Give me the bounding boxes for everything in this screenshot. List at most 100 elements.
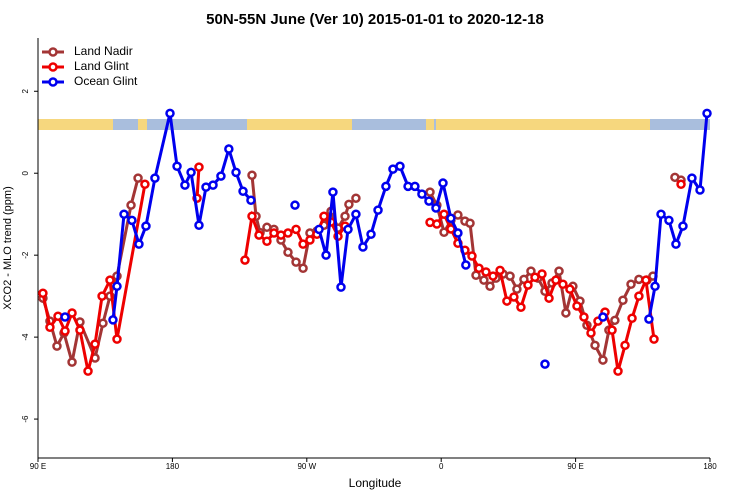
data-point: [246, 195, 256, 206]
data-point: [649, 334, 659, 344]
x-tick-label: 180: [166, 462, 180, 471]
data-point: [247, 211, 257, 221]
data-point: [38, 288, 48, 299]
data-point: [607, 325, 617, 335]
data-point: [126, 200, 136, 210]
data-point: [598, 355, 608, 365]
data-point: [75, 325, 85, 335]
data-point: [634, 291, 644, 301]
series-line: [195, 166, 201, 199]
data-point: [410, 181, 420, 192]
x-tick-label: 90 E: [30, 462, 46, 471]
data-point: [321, 250, 331, 260]
data-point: [509, 292, 519, 302]
data-point: [240, 255, 250, 265]
data-point: [254, 230, 264, 240]
data-point: [641, 275, 651, 285]
data-point: [186, 167, 196, 178]
data-point: [626, 279, 636, 290]
y-axis-label: XCO2 - MLO trend (ppm): [2, 186, 14, 309]
data-point: [216, 171, 226, 181]
data-point: [465, 218, 475, 228]
data-point: [453, 228, 463, 238]
data-point: [439, 209, 449, 219]
data-point: [425, 187, 435, 197]
data-point: [165, 108, 175, 119]
data-point: [314, 224, 324, 235]
series: [38, 162, 686, 376]
data-point: [644, 314, 654, 324]
data-point: [381, 181, 391, 192]
data-point: [551, 275, 561, 285]
data-point: [474, 263, 484, 274]
land-band: [38, 119, 113, 130]
data-point: [610, 315, 620, 326]
data-point: [702, 108, 712, 119]
data-point: [351, 209, 361, 219]
data-point: [194, 162, 204, 172]
data-point: [298, 263, 308, 274]
data-point: [60, 312, 70, 322]
data-point: [485, 281, 495, 292]
series-line: [41, 177, 140, 363]
x-tick-label: 90 E: [567, 462, 583, 471]
data-point: [105, 275, 115, 285]
data-point: [262, 236, 272, 246]
data-point: [133, 173, 143, 183]
data-point: [194, 220, 204, 231]
data-point: [298, 239, 308, 249]
data-point: [558, 279, 568, 290]
data-point: [319, 211, 329, 221]
data-point: [67, 357, 77, 367]
data-point: [366, 229, 376, 240]
data-point: [290, 200, 300, 210]
y-tick-label: 0: [21, 170, 30, 175]
land-band: [138, 119, 147, 130]
data-point: [590, 340, 600, 351]
legend-label: Ocean Glint: [74, 74, 138, 88]
data-point: [283, 247, 293, 258]
data-point: [664, 215, 674, 226]
x-tick-label: 180: [703, 462, 717, 471]
data-point: [544, 293, 554, 303]
data-point: [467, 251, 477, 261]
data-point: [98, 318, 108, 328]
data-point: [512, 284, 522, 294]
data-point: [328, 187, 338, 197]
y-tick-label: -4: [21, 333, 30, 341]
land-band: [436, 119, 650, 130]
data-point: [530, 272, 540, 283]
y-tick-label: -2: [21, 251, 30, 259]
series-line: [250, 175, 357, 272]
data-point: [561, 308, 571, 318]
data-point: [650, 281, 660, 292]
data-point: [495, 265, 505, 276]
data-point: [516, 302, 526, 312]
data-point: [67, 308, 77, 318]
data-point: [119, 209, 129, 219]
data-point: [134, 239, 144, 249]
data-point: [336, 282, 346, 292]
land-ocean-strip: [38, 119, 710, 130]
data-point: [424, 196, 434, 206]
data-point: [358, 242, 368, 252]
data-point: [52, 341, 62, 351]
data-point: [395, 161, 405, 172]
data-point: [231, 167, 241, 178]
data-point: [112, 334, 122, 344]
data-point: [461, 260, 471, 270]
data-point: [502, 296, 512, 306]
series: [38, 170, 686, 367]
x-tick-label: 90 W: [297, 462, 316, 471]
legend-label: Land Nadir: [74, 44, 133, 58]
data-point: [620, 340, 630, 351]
legend-label: Land Glint: [74, 59, 129, 73]
data-point: [283, 228, 293, 238]
data-point: [678, 221, 688, 231]
data-point: [488, 271, 498, 281]
data-point: [238, 186, 248, 196]
data-point: [687, 173, 697, 183]
data-point: [180, 180, 190, 190]
chart-title: 50N-55N June (Ver 10) 2015-01-01 to 2020…: [206, 11, 544, 28]
